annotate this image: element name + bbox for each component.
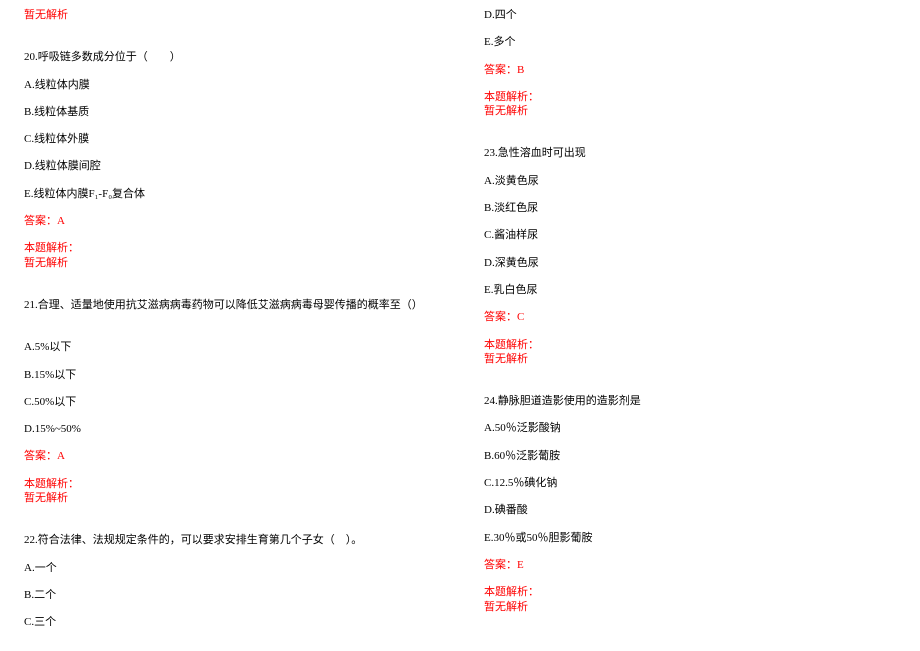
q24-option-e: E.30％或50％胆影葡胺: [484, 531, 896, 545]
q20-option-d: D.线粒体膜间腔: [24, 159, 436, 173]
q21-option-c: C.50%以下: [24, 395, 436, 409]
q23-answer: 答案：C: [484, 310, 896, 324]
q22-stem: 22.符合法律、法规规定条件的，可以要求安排生育第几个子女（ ）。: [24, 533, 436, 547]
q23-option-c: C.酱油样尿: [484, 228, 896, 242]
q21-stem: 21.合理、适量地使用抗艾滋病病毒药物可以降低艾滋病病毒母婴传播的概率至（）: [24, 298, 436, 312]
q22-analysis-label: 本题解析：: [484, 90, 896, 104]
q23-analysis-label: 本题解析：: [484, 338, 896, 352]
q24-answer: 答案：E: [484, 558, 896, 572]
q22-option-c: C.三个: [24, 615, 436, 629]
q21-answer: 答案：A: [24, 449, 436, 463]
q20-stem: 20.呼吸链多数成分位于（ ）: [24, 50, 436, 64]
q21-no-analysis: 暂无解析: [24, 491, 436, 505]
q24-option-c: C.12.5％碘化钠: [484, 476, 896, 490]
q21-option-d: D.15%~50%: [24, 422, 436, 436]
q21-option-b: B.15%以下: [24, 368, 436, 382]
q22-option-a: A.一个: [24, 561, 436, 575]
q20-no-analysis: 暂无解析: [24, 256, 436, 270]
q24-option-a: A.50％泛影酸钠: [484, 421, 896, 435]
q23-option-e: E.乳白色尿: [484, 283, 896, 297]
q21-analysis-label: 本题解析：: [24, 477, 436, 491]
q21-option-a: A.5%以下: [24, 340, 436, 354]
q24-analysis-label: 本题解析：: [484, 585, 896, 599]
q22-option-d: D.四个: [484, 8, 896, 22]
q23-no-analysis: 暂无解析: [484, 352, 896, 366]
q24-stem: 24.静脉胆道造影使用的造影剂是: [484, 394, 896, 408]
q23-stem: 23.急性溶血时可出现: [484, 146, 896, 160]
q20-option-b: B.线粒体基质: [24, 105, 436, 119]
q20-option-c: C.线粒体外膜: [24, 132, 436, 146]
q22-option-b: B.二个: [24, 588, 436, 602]
q24-no-analysis: 暂无解析: [484, 600, 896, 614]
q22-option-e: E.多个: [484, 35, 896, 49]
q20-option-a: A.线粒体内膜: [24, 78, 436, 92]
q23-option-a: A.淡黄色尿: [484, 174, 896, 188]
q22-no-analysis: 暂无解析: [484, 104, 896, 118]
q22-answer: 答案：B: [484, 63, 896, 77]
q24-option-d: D.碘番酸: [484, 503, 896, 517]
q23-option-b: B.淡红色尿: [484, 201, 896, 215]
q23-option-d: D.深黄色尿: [484, 256, 896, 270]
no-analysis-text: 暂无解析: [24, 8, 436, 22]
q20-analysis-label: 本题解析：: [24, 241, 436, 255]
q20-answer: 答案：A: [24, 214, 436, 228]
q20-option-e: E.线粒体内膜F₁-F₀复合体: [24, 187, 436, 201]
q24-option-b: B.60％泛影葡胺: [484, 449, 896, 463]
